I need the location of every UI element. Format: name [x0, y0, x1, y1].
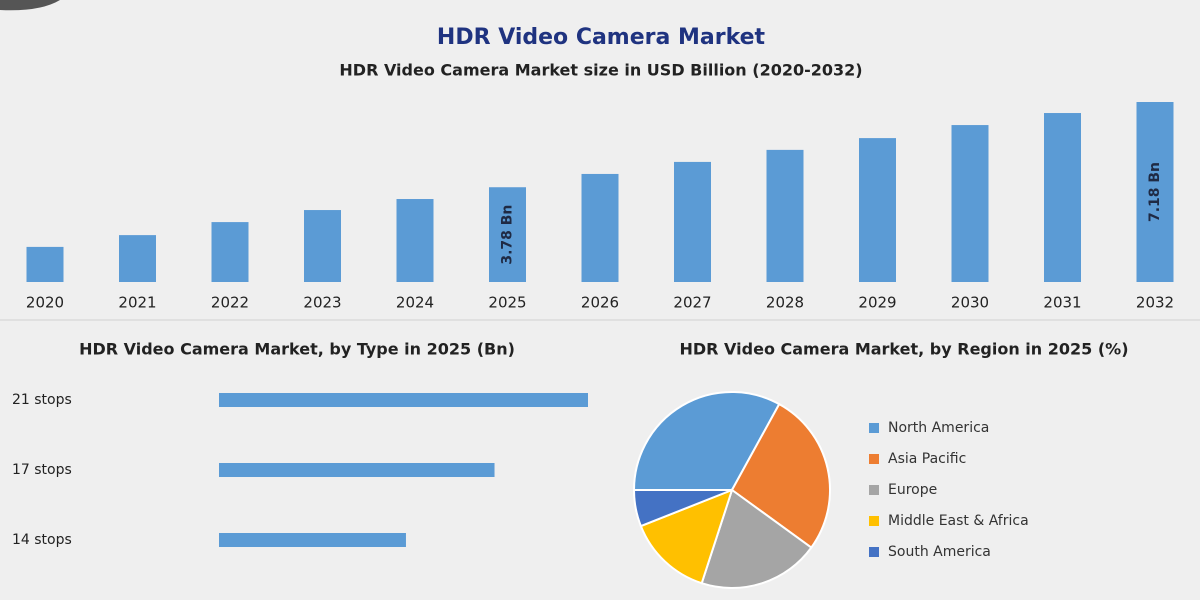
x-tick-label: 2021: [118, 294, 156, 312]
bar: [26, 246, 64, 282]
bar: [951, 125, 989, 283]
legend-label: South America: [888, 544, 991, 560]
x-tick-label: 2032: [1136, 294, 1174, 312]
y-tick-label: 17 stops: [12, 462, 72, 478]
x-tick-label: 2022: [211, 294, 249, 312]
x-tick-label: 2029: [858, 294, 896, 312]
x-tick-label: 2030: [951, 294, 989, 312]
legend-label: Europe: [888, 482, 937, 498]
x-tick-label: 2031: [1043, 294, 1081, 312]
logo: [0, 0, 60, 11]
bar: [304, 210, 341, 282]
pie-slice: [700, 488, 813, 589]
bar: [396, 199, 434, 282]
pie-slice: [632, 489, 733, 528]
legend-swatch: [869, 454, 879, 464]
legend-swatch: [869, 485, 879, 495]
x-tick-label: 2027: [673, 294, 711, 312]
pie-slice: [639, 488, 734, 585]
pie-slice: [730, 402, 831, 550]
value-label: 3.78 Bn: [500, 205, 516, 265]
chart-title: HDR Video Camera Market size in USD Bill…: [339, 61, 862, 80]
bar: [1044, 113, 1081, 282]
bar: [219, 533, 406, 547]
bar: [211, 222, 249, 282]
bar: [674, 161, 711, 282]
value-label: 7.18 Bn: [1147, 162, 1163, 222]
x-tick-label: 2025: [488, 294, 526, 312]
y-tick-label: 14 stops: [12, 532, 72, 548]
x-tick-label: 2028: [766, 294, 804, 312]
x-tick-label: 2024: [396, 294, 434, 312]
y-tick-label: 21 stops: [12, 392, 72, 408]
bar: [219, 393, 588, 407]
pie-slice: [632, 391, 781, 491]
bar: [859, 138, 896, 282]
x-tick-label: 2026: [581, 294, 619, 312]
legend-swatch: [869, 547, 879, 557]
x-tick-label: 2023: [303, 294, 341, 312]
bar: [1136, 102, 1174, 282]
legend-label: Middle East & Africa: [888, 513, 1029, 529]
bar: [489, 187, 526, 282]
bar: [119, 235, 156, 282]
bar: [581, 173, 619, 282]
legend-label: North America: [888, 420, 989, 436]
chart-title: HDR Video Camera Market, by Region in 20…: [679, 340, 1128, 359]
bar: [219, 463, 495, 477]
x-tick-label: 2020: [26, 294, 64, 312]
bar: [766, 149, 804, 282]
legend-label: Asia Pacific: [888, 451, 966, 467]
chart-title: HDR Video Camera Market, by Type in 2025…: [79, 340, 515, 359]
legend-swatch: [869, 516, 879, 526]
legend-swatch: [869, 423, 879, 433]
page-title: HDR Video Camera Market: [437, 25, 766, 50]
